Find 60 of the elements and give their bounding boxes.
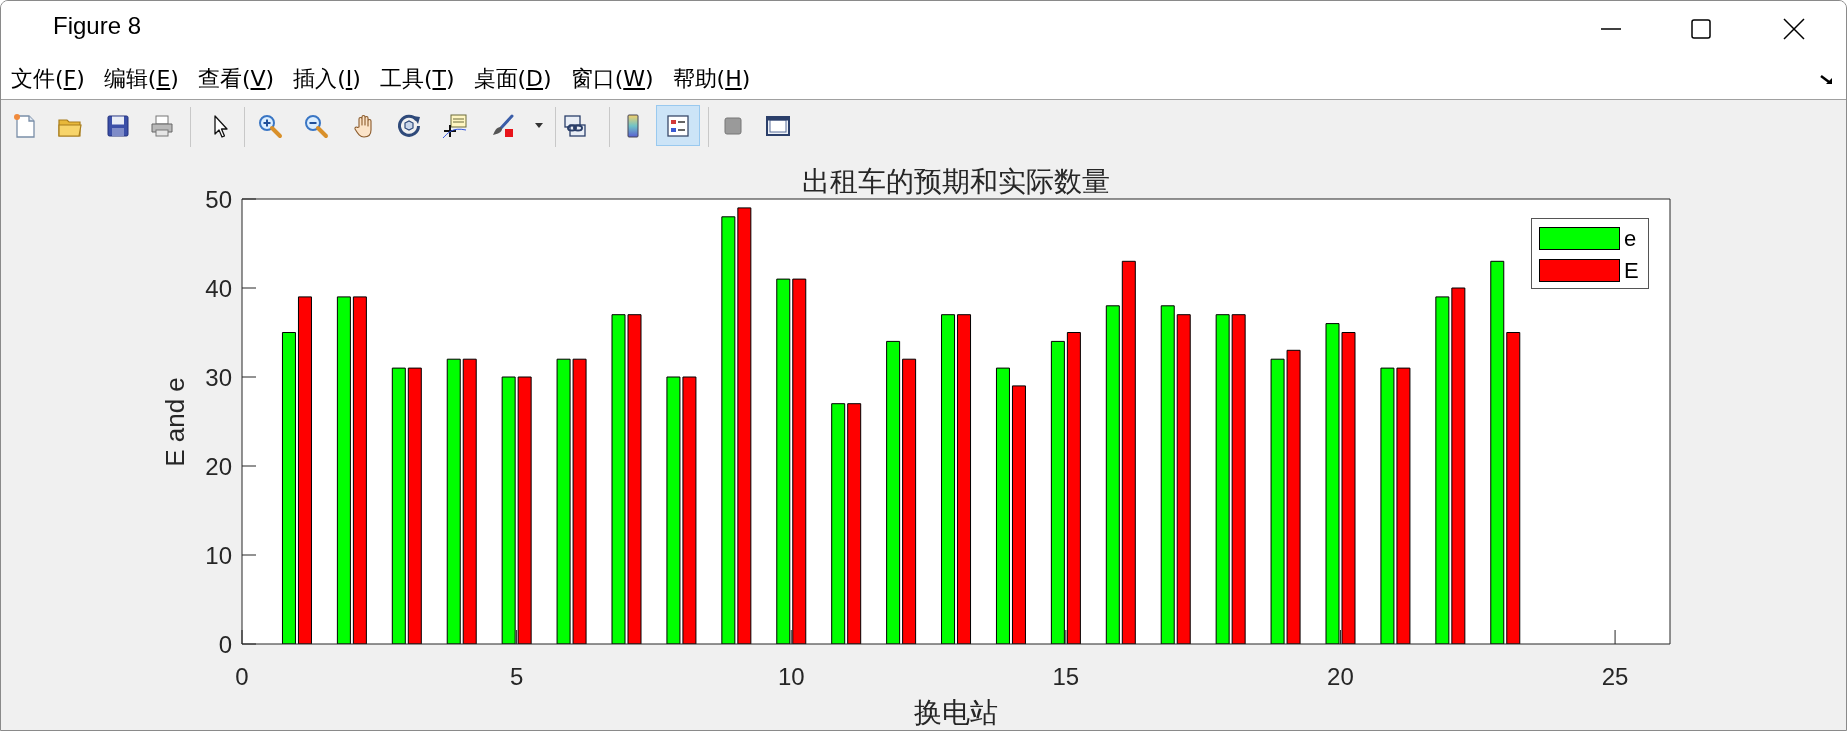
text: 文件(F) <box>11 65 85 93</box>
bar <box>1435 296 1450 644</box>
bar <box>1011 385 1026 644</box>
bar <box>281 332 296 644</box>
bar <box>847 403 862 644</box>
bar <box>792 278 807 644</box>
bar <box>1066 332 1081 644</box>
caption: Figure 8 <box>53 12 142 40</box>
text: 窗口(W) <box>570 65 654 93</box>
y-tick-label: 50 <box>205 185 232 213</box>
bar <box>1050 340 1065 644</box>
y-tick-label: 30 <box>205 363 232 391</box>
bar <box>1490 260 1505 644</box>
x-tick-label: 10 <box>777 663 805 691</box>
bar <box>776 278 791 644</box>
bar <box>1176 314 1191 644</box>
bar <box>1121 260 1136 644</box>
y-axis-title: E and e <box>159 376 191 467</box>
y-tick-label: 10 <box>205 541 232 569</box>
y-tick-label: 0 <box>218 630 232 658</box>
bar <box>886 340 901 644</box>
bar <box>462 358 477 644</box>
text: 插入(I) <box>293 65 361 93</box>
bar <box>957 314 972 644</box>
bar <box>737 207 752 644</box>
bar <box>721 216 736 644</box>
bar <box>995 367 1010 644</box>
bar <box>1451 287 1466 644</box>
legend-label: e <box>1624 226 1637 251</box>
bar <box>352 296 367 644</box>
bar <box>336 296 351 644</box>
bar <box>1506 332 1521 644</box>
bar <box>1105 305 1120 644</box>
text: 查看(V) <box>197 65 275 93</box>
y-tick-label: 20 <box>205 452 232 480</box>
bar <box>297 296 312 644</box>
x-tick-label: 20 <box>1327 663 1354 691</box>
text: 编辑(E) <box>103 65 179 93</box>
x-tick-label: 0 <box>235 663 249 691</box>
text: 桌面(D) <box>473 65 552 93</box>
bar <box>446 358 461 644</box>
bar <box>1231 314 1246 644</box>
bar <box>517 376 532 644</box>
chart-title: 出租车的预期和实际数量 <box>801 164 1111 200</box>
bar <box>501 376 516 644</box>
bar <box>407 367 422 644</box>
bar <box>902 358 917 644</box>
bar <box>941 314 956 644</box>
text: 帮助(H) <box>672 65 751 93</box>
x-tick-label: 25 <box>1601 663 1629 691</box>
bar <box>1160 305 1175 644</box>
x-tick-label: 15 <box>1052 663 1080 691</box>
bar <box>1215 314 1230 644</box>
bar <box>831 403 846 644</box>
text: 工具(T) <box>379 65 455 93</box>
legend-label: E <box>1624 258 1639 283</box>
y-tick-label: 40 <box>205 274 232 302</box>
x-axis-title: 换电站 <box>913 695 999 731</box>
x-tick-label: 5 <box>509 663 524 691</box>
bar <box>391 367 406 644</box>
